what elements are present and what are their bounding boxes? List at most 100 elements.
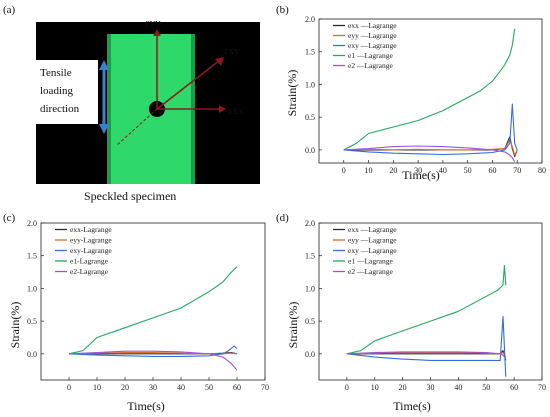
- loading-arrow-up-head: [99, 60, 109, 70]
- series-layer: [68, 266, 238, 371]
- y-tick-label: 0.5: [305, 317, 315, 326]
- ticks-layer: 0 10 20 30 40 50 60 70 0.0 0.5 1.0 1.5 2.0: [305, 219, 546, 392]
- x-tick-label: 10: [371, 383, 379, 392]
- y-tick-label: 0.0: [27, 350, 37, 359]
- legend-label-exy: exy —Lagrange: [348, 246, 397, 255]
- y-tick-label: 1.0: [27, 284, 37, 293]
- plot-frame: [318, 18, 543, 164]
- x-tick-label: 40: [454, 383, 462, 392]
- series-line-e2: [346, 351, 507, 360]
- x-tick-label: 0: [67, 383, 71, 392]
- series-line-exx: [69, 351, 238, 355]
- y-tick-label: 1.5: [27, 252, 37, 261]
- y-tick-label: 1.0: [305, 284, 315, 293]
- y-tick-label: 2.0: [27, 219, 37, 228]
- x-tick-label: 40: [177, 383, 185, 392]
- y-tick-label: 1.0: [305, 80, 315, 89]
- legend-label-exx: exx —Lagrange: [348, 21, 397, 30]
- legend-label-e2: e2 —Lagrange: [348, 267, 393, 276]
- y-axis-title: Strain(%): [285, 70, 299, 117]
- eyy-arrow-head: [153, 29, 161, 36]
- legend-label-e1: e1-Lagrange: [70, 257, 109, 266]
- series-line-exy: [68, 345, 238, 357]
- x-tick-label: 30: [427, 383, 435, 392]
- exx-arrow-head: [219, 105, 226, 113]
- loading-text-line2: loading: [40, 85, 73, 97]
- x-tick-label: 20: [399, 383, 407, 392]
- panel-c-label: (c): [3, 212, 16, 224]
- series-line-e1: [343, 28, 516, 151]
- y-tick-label: 0.0: [305, 350, 315, 359]
- x-tick-label: 10: [365, 166, 373, 175]
- panel-b-label: (b): [276, 4, 289, 16]
- y-axis-title: Strain(%): [8, 302, 22, 349]
- specimen-edge-left: [107, 34, 111, 184]
- series-layer: [343, 28, 518, 162]
- exy-arrow: [156, 59, 221, 110]
- panel-a-label: (a): [3, 4, 16, 16]
- x-tick-label: 70: [513, 166, 521, 175]
- series-line-eyy: [343, 139, 518, 156]
- ticks-layer: 0 10 20 30 40 50 60 70 0.0 0.5 1.0 1.5 2.0: [27, 219, 269, 392]
- loading-direction: Tensile loading direction: [36, 60, 109, 134]
- legend-label-e2: e2 —Lagrange: [348, 61, 393, 70]
- loading-text-line3: direction: [40, 103, 80, 115]
- x-tick-label: 10: [93, 383, 101, 392]
- series-line-exy: [343, 103, 518, 156]
- x-tick-label: 30: [414, 166, 422, 175]
- eyy-label: εyy: [145, 17, 161, 29]
- series-line-e1: [346, 264, 507, 355]
- exy-arrow-tail: [116, 108, 158, 146]
- y-tick-label: 0.5: [27, 317, 37, 326]
- legend-label-exy: exy-Lagrange: [70, 246, 112, 255]
- x-tick-label: 60: [510, 383, 518, 392]
- x-tick-label: 80: [538, 166, 546, 175]
- x-tick-label: 50: [205, 383, 213, 392]
- x-tick-label: 0: [345, 383, 349, 392]
- y-tick-label: 1.5: [305, 48, 315, 57]
- panel-d-label: (d): [276, 212, 289, 224]
- y-tick-label: 2.0: [305, 15, 315, 24]
- ticks-layer: 0 10 20 30 40 50 60 70 80 0.0 0.5 1.0 1.5 2.0: [305, 15, 546, 175]
- y-tick-label: 0.0: [305, 146, 315, 155]
- x-tick-label: 20: [389, 166, 397, 175]
- exy-arrow-head: [215, 57, 224, 66]
- legend-label-eyy: eyy —Lagrange: [348, 236, 397, 245]
- legend-label-e1: e1 —Lagrange: [348, 51, 393, 60]
- y-tick-label: 1.5: [305, 252, 315, 261]
- grip-top: [36, 22, 260, 34]
- series-line-exx: [346, 350, 507, 361]
- series-line-e2: [68, 350, 238, 371]
- x-tick-label: 70: [538, 383, 546, 392]
- x-tick-label: 50: [464, 166, 472, 175]
- x-tick-label: 20: [121, 383, 129, 392]
- series-line-eyy: [68, 351, 238, 355]
- x-axis-title: Time(s): [402, 168, 440, 182]
- series-line-exy: [346, 315, 507, 377]
- series-line-e1: [68, 266, 238, 355]
- legend-label-eyy: eyy —Lagrange: [348, 31, 397, 40]
- x-tick-label: 30: [149, 383, 157, 392]
- x-axis-title: Time(s): [393, 399, 431, 413]
- legend-label-exx: exx —Lagrange: [348, 225, 397, 234]
- y-axis-title: Strain(%): [286, 302, 300, 349]
- legend-label-e2: e2-Lagrange: [70, 267, 109, 276]
- x-tick-label: 70: [261, 383, 269, 392]
- series-layer: [346, 264, 507, 377]
- x-tick-label: 40: [439, 166, 447, 175]
- x-tick-label: 50: [482, 383, 490, 392]
- loading-arrow-down-head: [99, 124, 109, 134]
- series-line-eyy: [346, 351, 507, 358]
- loading-text-bg: [36, 60, 98, 124]
- panel-a: (a) εyy εxy εxx Tensile loading directio…: [3, 4, 260, 203]
- x-axis-title: Time(s): [127, 399, 165, 413]
- chart-c: (c) exx-Lagrange eyy-Lagrangeexy-Lagrange…: [3, 212, 269, 413]
- legend-label-exy: exy —Lagrange: [348, 41, 397, 50]
- y-tick-label: 2.0: [305, 219, 315, 228]
- exy-label: εxy: [224, 45, 240, 57]
